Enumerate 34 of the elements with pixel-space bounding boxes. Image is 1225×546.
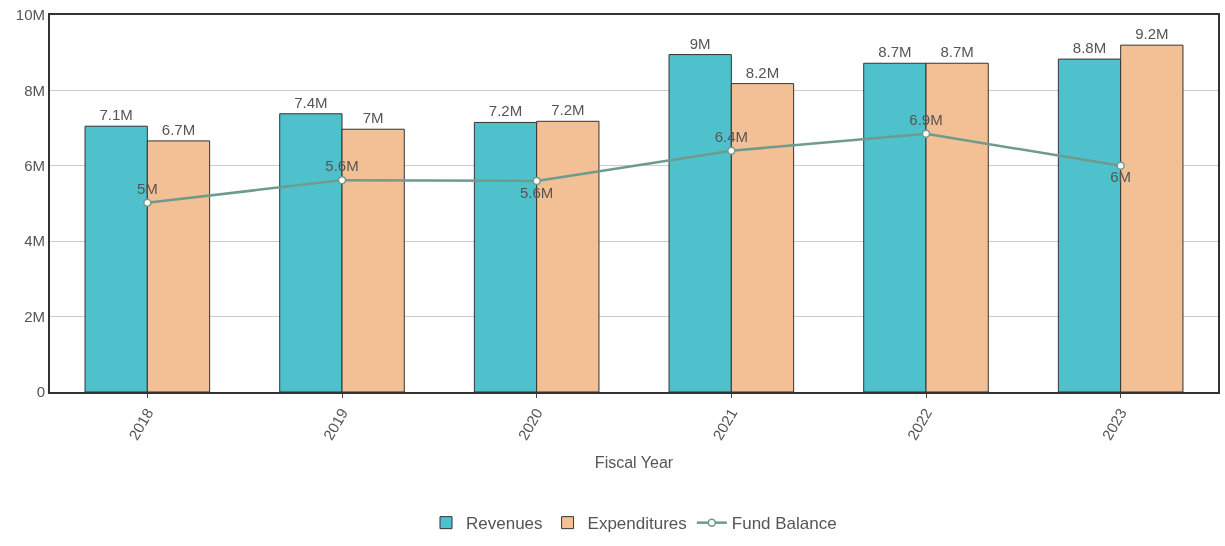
- data-label: 6.4M: [714, 127, 749, 145]
- point: [143, 198, 152, 207]
- data-label: 8.7M: [878, 43, 912, 61]
- data-label: 8.8M: [1072, 39, 1107, 57]
- y-tick-label: 6M: [24, 157, 45, 175]
- point: [921, 129, 931, 139]
- data-label: 9M: [689, 34, 711, 52]
- data-label: 8.7M: [940, 43, 974, 61]
- data-label: 6M: [1110, 168, 1132, 186]
- data-label: 6.7M: [161, 120, 196, 138]
- point: [532, 176, 541, 186]
- data-label: 5M: [136, 179, 158, 197]
- point: [727, 146, 736, 155]
- y-tick-label: 0: [36, 383, 45, 401]
- data-label: 7.4M: [294, 93, 328, 111]
- data-label: 7M: [362, 109, 384, 127]
- data-label: 9.2M: [1135, 25, 1169, 43]
- point: [1116, 161, 1125, 171]
- data-label: 7.2M: [488, 102, 523, 120]
- data-label: 7.2M: [551, 101, 585, 119]
- y-tick-label: 10M: [15, 6, 45, 24]
- point: [337, 175, 347, 185]
- data-label: 8.2M: [745, 63, 780, 81]
- y-tick-label: 2M: [24, 307, 45, 325]
- legend-label: Revenues: [466, 514, 543, 534]
- y-tick-label: 8M: [24, 81, 45, 99]
- legend-label: Fund Balance: [731, 514, 837, 534]
- y-tick-label: 4M: [24, 232, 45, 250]
- data-label: 6.9M: [909, 110, 943, 128]
- data-label: 5.6M: [325, 157, 359, 175]
- x-axis-title: Fiscal Year: [594, 453, 674, 471]
- data-label: 5.6M: [519, 183, 554, 201]
- data-label: 7.1M: [99, 106, 133, 124]
- legend-label: Expenditures: [587, 514, 687, 534]
